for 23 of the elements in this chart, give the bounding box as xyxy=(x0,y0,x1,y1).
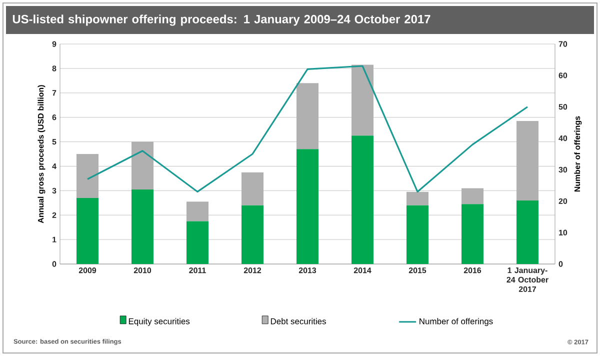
bar xyxy=(406,192,428,206)
legend-label: Number of offerings xyxy=(420,318,493,326)
bar xyxy=(132,142,154,190)
bar xyxy=(186,221,208,264)
bar xyxy=(516,121,538,200)
bar xyxy=(76,154,98,198)
bar xyxy=(461,188,484,204)
bar xyxy=(186,202,208,222)
chart-title: US-listed shipowner offering proceeds: 1 January 2009–24 October 2017 xyxy=(12,14,430,26)
bar xyxy=(406,205,428,264)
line-series xyxy=(86,65,528,193)
bar xyxy=(351,64,374,136)
bar xyxy=(76,198,98,264)
legend-label: Debt securities xyxy=(270,318,326,324)
bar xyxy=(132,189,154,264)
bar xyxy=(241,172,264,206)
bar xyxy=(241,205,264,264)
bar xyxy=(516,200,538,264)
bar xyxy=(296,83,318,150)
bar xyxy=(296,149,318,264)
legend-label: Equity securities xyxy=(128,318,190,326)
bar xyxy=(351,136,374,264)
bar xyxy=(461,204,484,264)
